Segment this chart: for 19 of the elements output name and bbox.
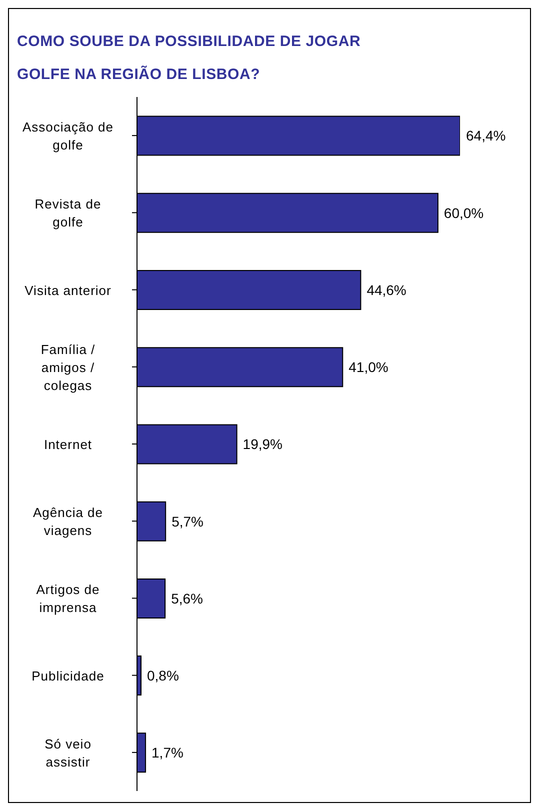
data-label: 5,7% xyxy=(172,513,204,530)
y-tick-label: Publicidade xyxy=(32,668,104,683)
y-tick-label: Associação de golfe xyxy=(22,119,114,152)
data-label: 60,0% xyxy=(444,204,484,221)
y-tick-label: Artigos de imprensa xyxy=(36,582,100,615)
data-label: 19,9% xyxy=(242,436,283,452)
y-tick-label: Família / amigos / colegas xyxy=(40,341,96,392)
y-tick-label: Só veio assistir xyxy=(44,736,92,769)
y-tick-label: Internet xyxy=(44,436,92,452)
data-label: 41,0% xyxy=(348,359,388,376)
data-label: 0,8% xyxy=(147,668,179,684)
data-label: 44,6% xyxy=(366,282,406,298)
y-tick-label: Revista de golfe xyxy=(34,196,102,230)
y-tick-label: Agência de viagens xyxy=(32,504,104,538)
data-label: 1,7% xyxy=(152,744,184,761)
data-label: 5,6% xyxy=(171,590,204,606)
y-tick-label: Visita anterior xyxy=(24,282,112,298)
chart-title: COMO SOUBE DA POSSIBILIDADE DE JOGAR GOLFE NA REGIÃO DE LISBOA? xyxy=(17,32,362,85)
data-label: 64,4% xyxy=(466,128,506,144)
